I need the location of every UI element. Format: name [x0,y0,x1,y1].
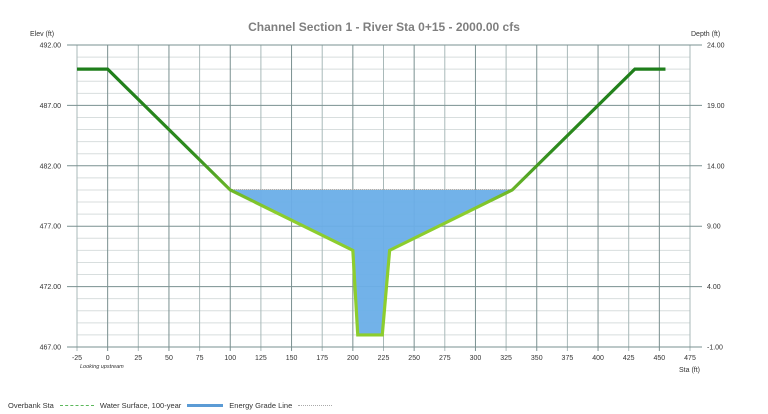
y-right-axis-title: Depth (ft) [691,31,721,38]
svg-text:14.00: 14.00 [707,163,725,170]
solid-line-icon [187,404,224,407]
chart-title: Channel Section 1 - River Sta 0+15 - 200… [248,20,520,34]
legend-label: Overbank Sta [8,401,54,410]
svg-text:475: 475 [684,355,696,362]
ground-profile [77,67,666,337]
svg-text:100: 100 [224,355,236,362]
svg-text:275: 275 [439,355,451,362]
svg-text:9.00: 9.00 [707,224,721,231]
svg-text:325: 325 [500,355,512,362]
svg-text:467.00: 467.00 [40,345,62,352]
svg-text:350: 350 [531,355,543,362]
legend-overbank: Overbank Sta [8,401,94,410]
svg-text:24.00: 24.00 [707,43,725,50]
svg-text:482.00: 482.00 [40,163,62,170]
svg-text:300: 300 [470,355,482,362]
svg-text:400: 400 [592,355,604,362]
svg-text:225: 225 [378,355,390,362]
svg-text:150: 150 [286,355,298,362]
svg-text:450: 450 [654,355,666,362]
svg-text:175: 175 [316,355,328,362]
dotted-line-icon [298,405,333,406]
svg-text:492.00: 492.00 [40,43,62,50]
legend: Overbank Sta Water Surface, 100-year Ene… [8,401,333,410]
svg-text:-25: -25 [72,355,82,362]
y-left-axis-title: Elev (ft) [30,31,55,38]
water-surface-area [230,188,513,335]
svg-text:75: 75 [196,355,204,362]
legend-label: Water Surface, 100-year [99,401,182,410]
axis-tick-labels: -25 0 25 50 75 100 125 150 175 200 225 250 275 300 325… [40,43,725,363]
svg-text:19.00: 19.00 [707,103,725,110]
svg-text:250: 250 [408,355,420,362]
legend-water-surface: Water Surface, 100-year [99,401,224,410]
x-axis-title: Sta (ft) [679,367,701,374]
svg-text:-1.00: -1.00 [707,345,723,352]
svg-text:200: 200 [347,355,359,362]
svg-text:50: 50 [165,355,173,362]
legend-label: Energy Grade Line [229,401,293,410]
looking-upstream-note: Looking upstream [80,364,124,370]
svg-text:477.00: 477.00 [40,224,62,231]
svg-text:4.00: 4.00 [707,284,721,291]
svg-text:0: 0 [106,355,110,362]
svg-text:425: 425 [623,355,635,362]
legend-energy-grade: Energy Grade Line [229,401,333,410]
svg-text:487.00: 487.00 [40,103,62,110]
svg-text:25: 25 [134,355,142,362]
svg-text:472.00: 472.00 [40,284,62,291]
svg-text:375: 375 [562,355,574,362]
dashed-line-icon [59,405,94,406]
svg-text:125: 125 [255,355,267,362]
